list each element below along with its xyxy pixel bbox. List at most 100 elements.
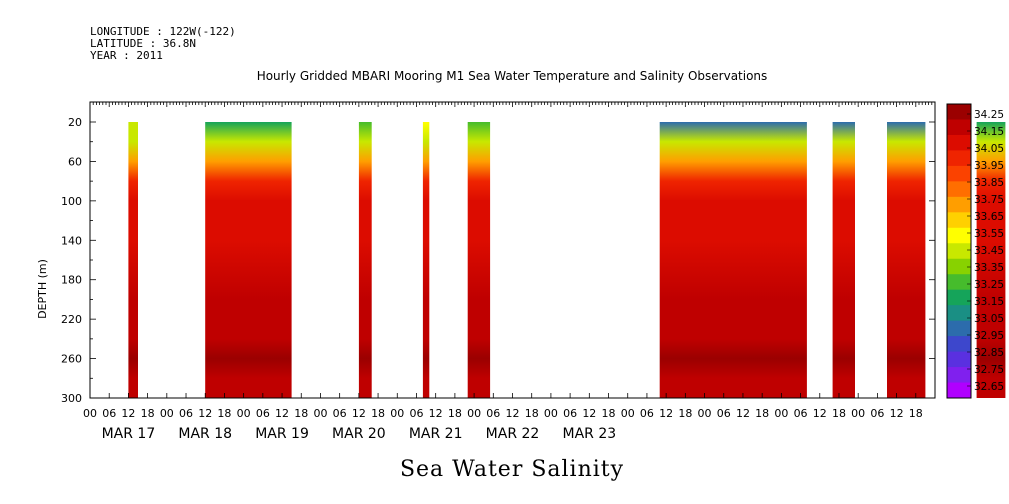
x-tick-label: 18 — [448, 407, 462, 420]
x-tick-label: 12 — [275, 407, 289, 420]
x-tick-label: 06 — [870, 407, 884, 420]
colorbar-label: 34.15 — [974, 126, 1004, 138]
colorbar-swatch — [947, 367, 971, 384]
y-axis-label: DEPTH (m) — [36, 259, 49, 319]
day-label: MAR 23 — [562, 426, 616, 442]
chart-title: Hourly Gridded MBARI Mooring M1 Sea Wate… — [257, 69, 768, 83]
x-tick-label: 00 — [237, 407, 251, 420]
colorbar-swatch — [947, 336, 971, 353]
colorbar-border — [946, 103, 972, 399]
x-tick-label: 06 — [717, 407, 731, 420]
colorbar-swatch — [947, 320, 971, 337]
colorbar-swatch — [947, 212, 971, 229]
x-tick-label: 12 — [890, 407, 904, 420]
colorbar-swatch — [947, 289, 971, 306]
x-tick-label: 00 — [160, 407, 174, 420]
x-tick-label: 12 — [506, 407, 520, 420]
colorbar-label: 32.65 — [974, 381, 1004, 393]
x-tick-label: 12 — [813, 407, 827, 420]
x-tick-label: 18 — [832, 407, 846, 420]
y-tick-label: 60 — [68, 155, 82, 168]
colorbar-swatch — [947, 150, 971, 167]
x-tick-label: 00 — [83, 407, 97, 420]
axes: 00 06 12 18 00 06 12 18 00 06 12 18 00 06 12 18 00 06 12 18… — [61, 101, 936, 442]
y-tick-label: 180 — [61, 274, 82, 287]
data-segment — [128, 122, 138, 398]
colorbar-swatch — [947, 227, 971, 244]
x-tick-label: 18 — [217, 407, 231, 420]
colorbar-label: 32.85 — [974, 347, 1004, 359]
x-tick-label: 00 — [851, 407, 865, 420]
x-tick-label: 18 — [371, 407, 385, 420]
x-tick-label: 00 — [774, 407, 788, 420]
colorbar-label: 33.25 — [974, 279, 1004, 291]
x-tick-label: 12 — [429, 407, 443, 420]
longitude-label: LONGITUDE : 122W(-122) — [90, 25, 236, 38]
x-tick-label: 12 — [736, 407, 750, 420]
x-tick-label: 06 — [640, 407, 654, 420]
x-tick-label: 06 — [102, 407, 116, 420]
x-tick-label: 00 — [621, 407, 635, 420]
colorbar-label: 33.75 — [974, 194, 1004, 206]
y-tick-label: 260 — [61, 353, 82, 366]
year-label: YEAR : 2011 — [90, 49, 163, 62]
colorbar: 34.25 34.15 34.05 33.95 33.85 33.75 33.65 33.55… — [946, 103, 1004, 399]
colorbar-swatch — [947, 274, 971, 291]
colorbar-label: 33.15 — [974, 296, 1004, 308]
x-tick-label: 18 — [678, 407, 692, 420]
colorbar-label: 33.85 — [974, 177, 1004, 189]
x-tick-label: 00 — [698, 407, 712, 420]
colorbar-swatch — [947, 104, 971, 120]
colorbar-label: 34.05 — [974, 143, 1004, 155]
day-label: MAR 22 — [486, 426, 540, 442]
data-segment — [422, 122, 430, 398]
colorbar-swatch — [947, 165, 971, 182]
x-tick-label: 18 — [141, 407, 155, 420]
colorbar-swatch — [947, 196, 971, 213]
y-tick-label: 20 — [68, 116, 82, 129]
x-tick-label: 12 — [582, 407, 596, 420]
x-tick-label: 06 — [486, 407, 500, 420]
x-tick-label: 06 — [256, 407, 270, 420]
data-segment — [976, 122, 1006, 398]
colorbar-swatch — [947, 119, 971, 136]
x-tick-label: 06 — [409, 407, 423, 420]
day-label: MAR 20 — [332, 426, 386, 442]
x-tick-label: 18 — [755, 407, 769, 420]
colorbar-swatch — [947, 181, 971, 198]
x-tick-label: 00 — [467, 407, 481, 420]
day-label: MAR 19 — [255, 426, 309, 442]
day-label: MAR 17 — [102, 426, 156, 442]
data-segment — [832, 122, 855, 398]
colorbar-label: 32.95 — [974, 330, 1004, 342]
data-segment — [887, 122, 926, 398]
x-tick-label: 12 — [352, 407, 366, 420]
day-label: MAR 21 — [409, 426, 463, 442]
y-tick-label: 140 — [61, 234, 82, 247]
x-tick-label: 18 — [602, 407, 616, 420]
y-tick-label: 220 — [61, 313, 82, 326]
colorbar-swatch — [947, 305, 971, 322]
data-segment — [358, 122, 372, 398]
colorbar-label: 34.25 — [974, 109, 1004, 121]
colorbar-label: 33.55 — [974, 228, 1004, 240]
colorbar-label: 33.45 — [974, 245, 1004, 257]
x-tick-label: 12 — [198, 407, 212, 420]
x-tick-label: 06 — [794, 407, 808, 420]
data-segments — [128, 122, 1006, 398]
colorbar-label: 33.95 — [974, 160, 1004, 172]
x-tick-label: 12 — [659, 407, 673, 420]
bottom-title: Sea Water Salinity — [400, 457, 624, 482]
colorbar-swatch — [947, 351, 971, 368]
x-tick-label: 00 — [544, 407, 558, 420]
y-tick-label: 300 — [61, 392, 82, 405]
x-tick-label: 06 — [179, 407, 193, 420]
data-segment — [467, 122, 491, 398]
x-tick-label: 12 — [121, 407, 135, 420]
x-tick-label: 18 — [909, 407, 923, 420]
colorbar-swatch — [947, 258, 971, 275]
colorbar-label: 33.35 — [974, 262, 1004, 274]
x-tick-label: 18 — [294, 407, 308, 420]
colorbar-swatch — [947, 134, 971, 151]
